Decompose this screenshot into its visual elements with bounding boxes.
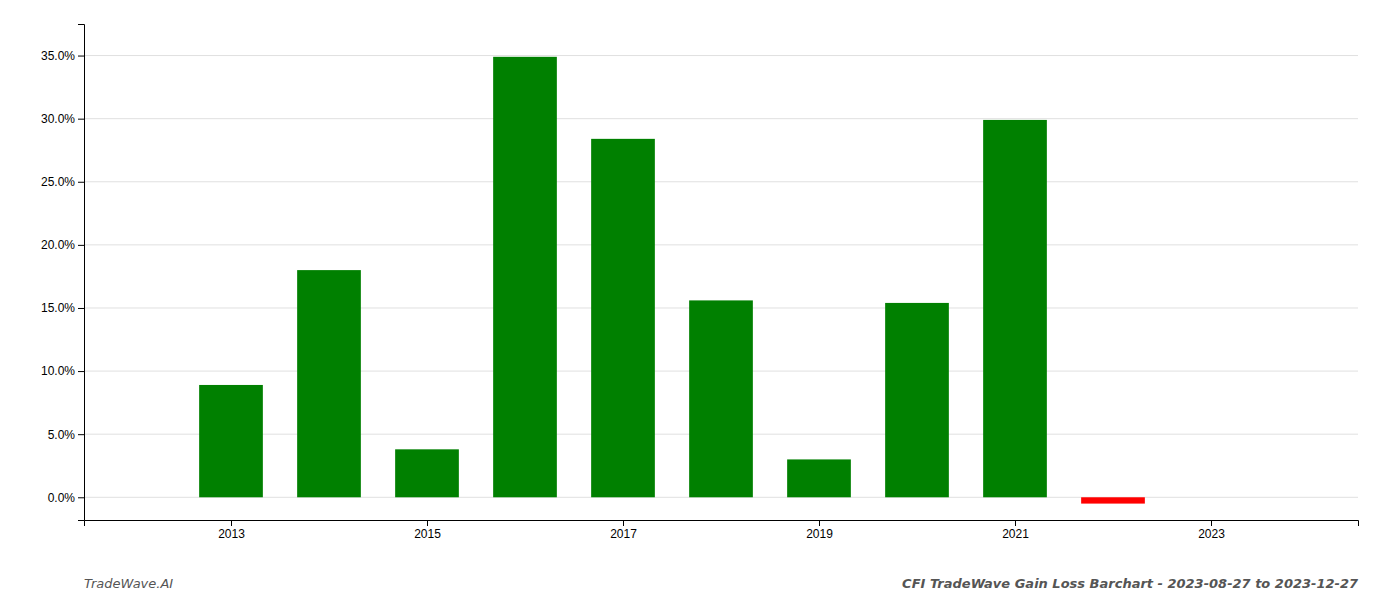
bar (297, 270, 361, 497)
y-axis-line (78, 25, 85, 521)
x-tick-label: 2017 (610, 527, 637, 541)
y-tick-mark (78, 371, 84, 372)
x-tick: 2015 (414, 520, 441, 541)
grid-line (84, 55, 1358, 56)
x-tick: 2021 (1002, 520, 1029, 541)
grid-line (84, 118, 1358, 119)
y-tick: 0.0% (48, 491, 84, 505)
bar (689, 300, 753, 497)
x-tick-label: 2023 (1198, 527, 1225, 541)
x-tick: 2013 (218, 520, 245, 541)
y-tick: 5.0% (48, 428, 84, 442)
y-tick-label: 0.0% (48, 491, 76, 505)
bar (199, 385, 263, 497)
y-tick: 35.0% (41, 49, 84, 63)
y-tick-mark (78, 497, 84, 498)
footer: TradeWave.AI CFI TradeWave Gain Loss Barc… (84, 576, 1359, 591)
y-tick-label: 15.0% (41, 301, 75, 315)
x-tick-mark (819, 520, 820, 526)
y-tick-mark (78, 56, 84, 57)
grid-line (84, 181, 1358, 182)
chart: 2013 2015 2017 2019 2021 2023 0.0% 5.0% 10.0% 15.… (0, 0, 1400, 600)
x-tick-mark (623, 520, 624, 526)
y-tick-mark (78, 245, 84, 246)
y-tick-label: 25.0% (41, 175, 75, 189)
bars (199, 57, 1145, 504)
footer-text: TradeWave.AI (84, 576, 173, 591)
bar (787, 459, 851, 497)
bar (1081, 497, 1145, 503)
x-tick-label: 2015 (414, 527, 441, 541)
y-tick-label: 35.0% (41, 49, 75, 63)
bar (395, 449, 459, 497)
x-tick-mark (231, 520, 232, 526)
footer-text: CFI TradeWave Gain Loss Barchart - 2023-… (902, 576, 1359, 591)
y-tick: 10.0% (41, 364, 84, 378)
x-tick-mark (1015, 520, 1016, 526)
y-tick-mark (78, 434, 84, 435)
grid-line (84, 244, 1358, 245)
y-tick-mark (78, 308, 84, 309)
y-tick-label: 20.0% (41, 238, 75, 252)
y-tick-label: 10.0% (41, 364, 75, 378)
y-tick: 15.0% (41, 301, 84, 315)
y-axis: 0.0% 5.0% 10.0% 15.0% 20.0% 25.0% 30.0% 35.0% (41, 25, 85, 521)
y-tick: 20.0% (41, 238, 84, 252)
x-tick-label: 2013 (218, 527, 245, 541)
bar (591, 139, 655, 497)
x-tick: 2023 (1198, 520, 1225, 541)
x-tick-label: 2021 (1002, 527, 1029, 541)
grid (84, 56, 1358, 498)
x-tick-mark (427, 520, 428, 526)
x-axis-line (85, 521, 1359, 527)
y-tick: 30.0% (41, 112, 84, 126)
y-tick-mark (78, 182, 84, 183)
x-axis: 2013 2015 2017 2019 2021 2023 (85, 520, 1359, 541)
bar (983, 120, 1047, 497)
y-tick-label: 5.0% (48, 428, 76, 442)
y-tick: 25.0% (41, 175, 84, 189)
y-tick-mark (78, 119, 84, 120)
x-tick: 2019 (806, 520, 833, 541)
y-tick-label: 30.0% (41, 112, 75, 126)
bar (885, 303, 949, 497)
x-tick-mark (1211, 520, 1212, 526)
x-tick-label: 2019 (806, 527, 833, 541)
x-tick: 2017 (610, 520, 637, 541)
bar (493, 57, 557, 497)
